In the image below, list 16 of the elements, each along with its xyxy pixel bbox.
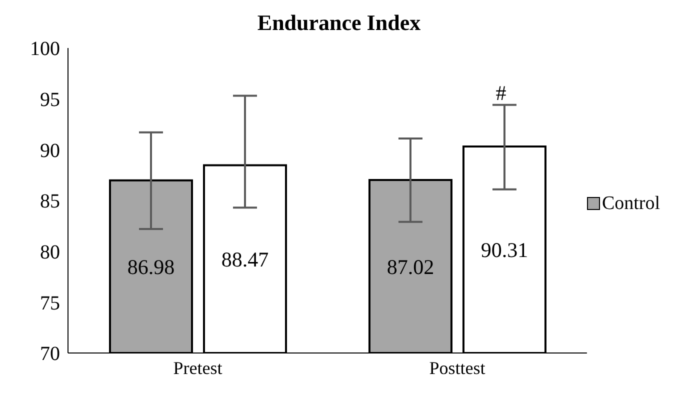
annotation: #: [496, 81, 507, 105]
y-tick-label: 90: [40, 140, 60, 162]
y-tick-label: 75: [40, 292, 60, 314]
legend-label: Control: [602, 192, 660, 214]
data-label: 87.02: [386, 254, 434, 279]
y-tick-label: 80: [40, 241, 60, 264]
chart-title: Endurance Index: [257, 10, 421, 35]
y-tick-label: 85: [40, 190, 60, 213]
x-tick-label: Pretest: [173, 358, 222, 378]
y-tick-label: 95: [40, 88, 60, 111]
data-label: 86.98: [127, 255, 175, 280]
x-tick-label: Posttest: [429, 358, 486, 378]
data-label: 88.47: [221, 248, 269, 272]
y-tick-label: 100: [30, 38, 60, 60]
data-label: 90.31: [480, 238, 528, 262]
y-tick-label: 70: [40, 343, 60, 366]
